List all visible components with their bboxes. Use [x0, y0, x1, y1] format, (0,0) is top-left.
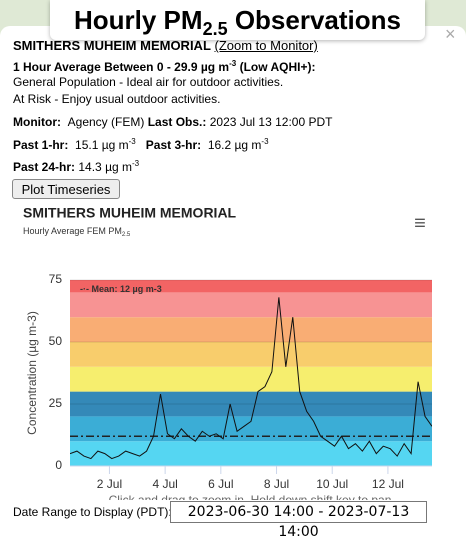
- past-row: Past 1-hr: 15.1 µg m-3 Past 3-hr: 16.2 µ…: [13, 137, 269, 152]
- station-row: SMITHERS MUHEIM MEMORIAL (Zoom to Monito…: [13, 38, 318, 53]
- x-tick-label: 12 Jul: [372, 477, 404, 491]
- station-name: SMITHERS MUHEIM MEMORIAL: [13, 38, 211, 53]
- popup: × SMITHERS MUHEIM MEMORIAL (Zoom to Moni…: [0, 24, 466, 536]
- menu-button[interactable]: ≡: [414, 212, 426, 234]
- date-range-label: Date Range to Display (PDT):: [13, 505, 172, 519]
- value: 2023 Jul 13 12:00 PDT: [209, 115, 333, 129]
- x-tick-label: 8 Jul: [264, 477, 289, 491]
- aqhi-band: [70, 280, 432, 293]
- plot-button[interactable]: Plot Timeseries: [12, 179, 120, 199]
- x-tick-label: 10 Jul: [316, 477, 348, 491]
- y-tick-label: 0: [55, 458, 62, 472]
- aqhi-band: [70, 342, 432, 367]
- date-range-input[interactable]: 2023-06-30 14:00 - 2023-07-13 14:00: [170, 501, 427, 536]
- aqhi-band: [70, 317, 432, 342]
- title: Hourly PM: [73, 5, 203, 35]
- caption: Click and drag to zoom in, Hold down shi…: [109, 493, 392, 500]
- label: Last Obs.:: [147, 115, 207, 129]
- value: 16.2 µg m: [207, 138, 262, 152]
- label: Past 24-hr:: [13, 160, 76, 174]
- label: Monitor:: [13, 115, 61, 129]
- zoom-link[interactable]: (Zoom to Monitor): [214, 38, 318, 53]
- category-post: (Low AQHI+):: [236, 60, 316, 74]
- page-title: Hourly PM2.5 Observations: [50, 0, 425, 40]
- value: 15.1 µg m: [75, 138, 129, 152]
- y-tick-label: 50: [49, 334, 63, 348]
- label: Past 3-hr:: [145, 138, 202, 152]
- chart: SMITHERS MUHEIM MEMORIAL Hourly Average …: [23, 205, 432, 500]
- aqhi-band: [70, 292, 432, 318]
- subtitle: Hourly Average FEM PM: [23, 226, 122, 236]
- at-risk-advice: At Risk - Enjoy usual outdoor activities…: [13, 92, 221, 106]
- aqhi-band: [70, 391, 432, 417]
- sup: -3: [131, 159, 140, 168]
- series-line: [70, 297, 432, 460]
- category: 1 Hour Average Between 0 - 29.9 µg m: [13, 60, 230, 74]
- chart-title: SMITHERS MUHEIM MEMORIAL: [23, 205, 237, 221]
- chart-subtitle: Hourly Average FEM PM2.5: [23, 226, 131, 238]
- monitor-row: Monitor: Agency (FEM) Last Obs.: 2023 Ju…: [13, 115, 332, 129]
- x-tick-label: 2 Jul: [97, 477, 122, 491]
- category-row: 1 Hour Average Between 0 - 29.9 µg m-3 (…: [13, 59, 315, 74]
- close-button[interactable]: ×: [445, 24, 456, 44]
- y-tick-label: 25: [49, 396, 63, 410]
- plot-area: [70, 280, 432, 466]
- subtitle-sub: 2.5: [122, 232, 131, 238]
- sup: -3: [128, 137, 136, 146]
- label: Past 1-hr:: [13, 138, 69, 152]
- past-row: Past 24-hr: 14.3 µg m-3: [13, 159, 139, 174]
- value: 14.3 µg m: [78, 160, 132, 174]
- aqhi-band: [70, 441, 432, 466]
- aqhi-band: [70, 366, 432, 392]
- y-axis-label: Concentration (µg m-3): [25, 311, 39, 435]
- x-tick-label: 4 Jul: [152, 477, 177, 491]
- sup: -3: [261, 137, 269, 146]
- title-sub: 2.5: [202, 19, 228, 40]
- value: Agency (FEM): [67, 115, 145, 129]
- category-sup: -3: [229, 59, 237, 68]
- mean-label: -·- Mean: 12 µg m-3: [80, 284, 162, 294]
- x-tick-label: 6 Jul: [208, 477, 233, 491]
- general-advice: General Population - Ideal air for outdo…: [13, 75, 284, 89]
- title-post: Observations: [227, 5, 401, 35]
- y-tick-label: 75: [49, 272, 63, 286]
